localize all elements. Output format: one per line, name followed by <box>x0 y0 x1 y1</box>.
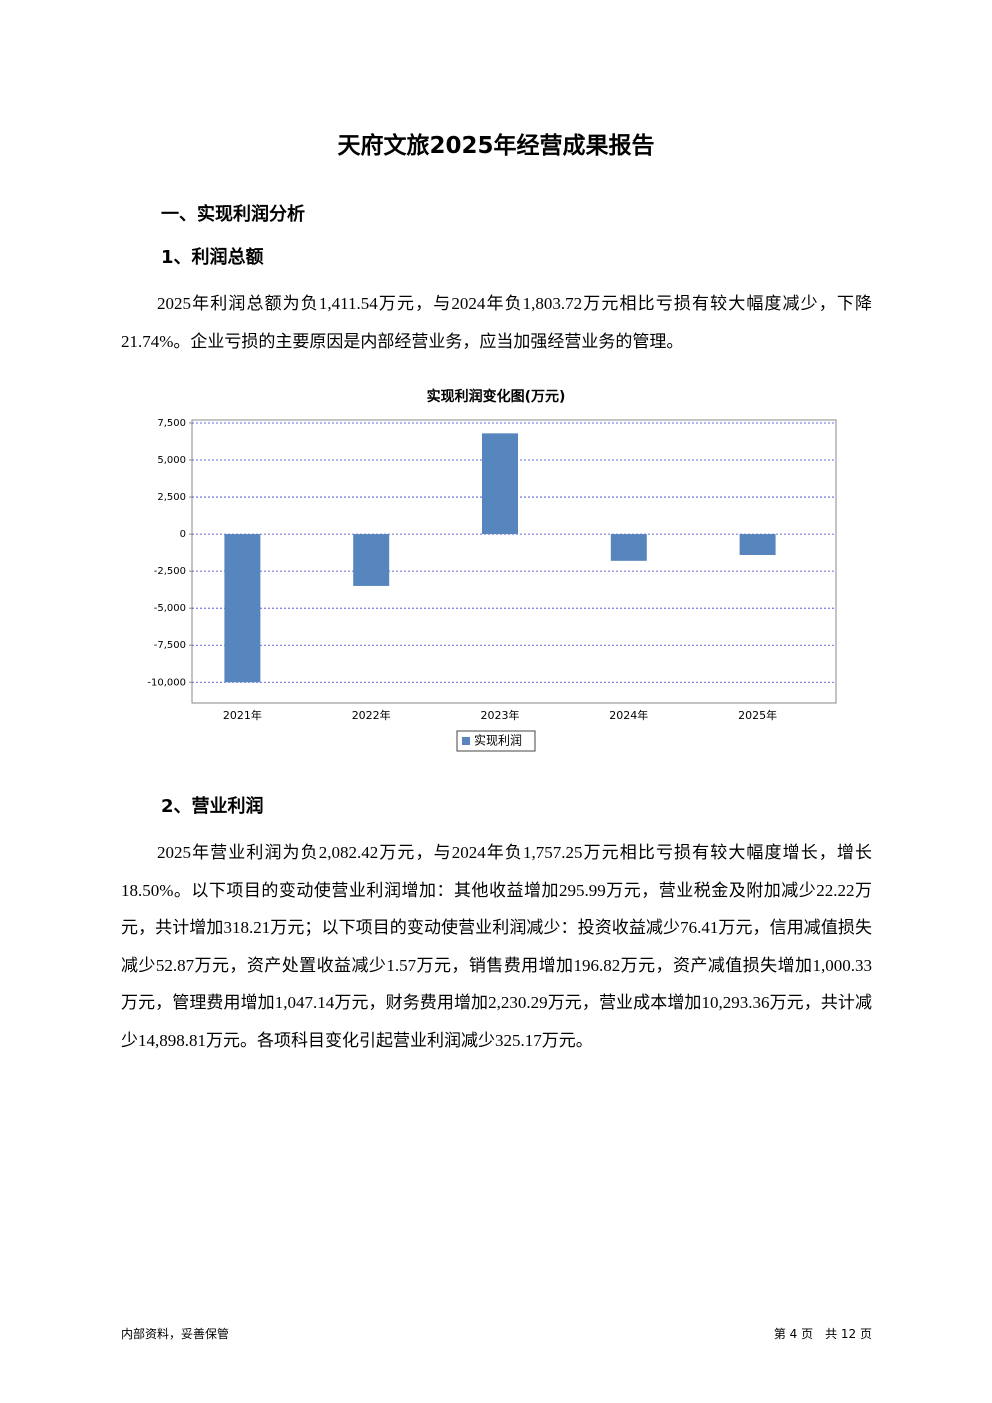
footer-right: 第 4 页 共 12 页 <box>773 1327 872 1341</box>
paragraph: 2025年营业利润为负2,082.42万元，与2024年负1,757.25万元相… <box>121 843 872 1050</box>
x-tick-label: 2021年 <box>223 708 262 722</box>
plot-frame <box>191 419 837 704</box>
bar <box>610 534 647 561</box>
legend-label: 实现利润 <box>474 733 522 748</box>
doc-title: 天府文旅2025年经营成果报告 <box>337 133 655 159</box>
bar <box>482 433 518 535</box>
bar <box>739 534 776 556</box>
subsection-heading: 1、利润总额 <box>161 247 264 268</box>
subsection-heading: 2、营业利润 <box>161 796 264 817</box>
bar <box>224 534 261 683</box>
y-tick-label: 2,500 <box>157 492 186 503</box>
x-tick-label: 2025年 <box>738 708 777 722</box>
legend-swatch <box>462 737 470 745</box>
y-tick-label: -10,000 <box>147 677 186 688</box>
bar <box>353 534 390 586</box>
y-tick-label: 0 <box>180 529 186 540</box>
y-tick-label: 7,500 <box>157 418 186 429</box>
x-tick-label: 2022年 <box>352 708 391 722</box>
chart-title: 实现利润变化图(万元) <box>427 388 566 405</box>
x-tick-label: 2024年 <box>609 708 648 722</box>
footer-left: 内部资料，妥善保管 <box>121 1327 230 1341</box>
x-tick-label: 2023年 <box>481 708 520 722</box>
section-heading: 一、实现利润分析 <box>161 204 305 225</box>
legend-box <box>456 730 536 752</box>
y-tick-label: -7,500 <box>154 640 186 651</box>
paragraph: 2025年利润总额为负1,411.54万元，与2024年负1,803.72万元相… <box>121 294 872 351</box>
y-tick-label: -5,000 <box>154 603 186 614</box>
y-tick-label: -2,500 <box>154 566 186 577</box>
y-tick-label: 5,000 <box>157 455 186 466</box>
chart: 实现利润变化图(万元) 7,500 5,000 2,500 0 -2,500 -5,000… <box>147 388 837 752</box>
